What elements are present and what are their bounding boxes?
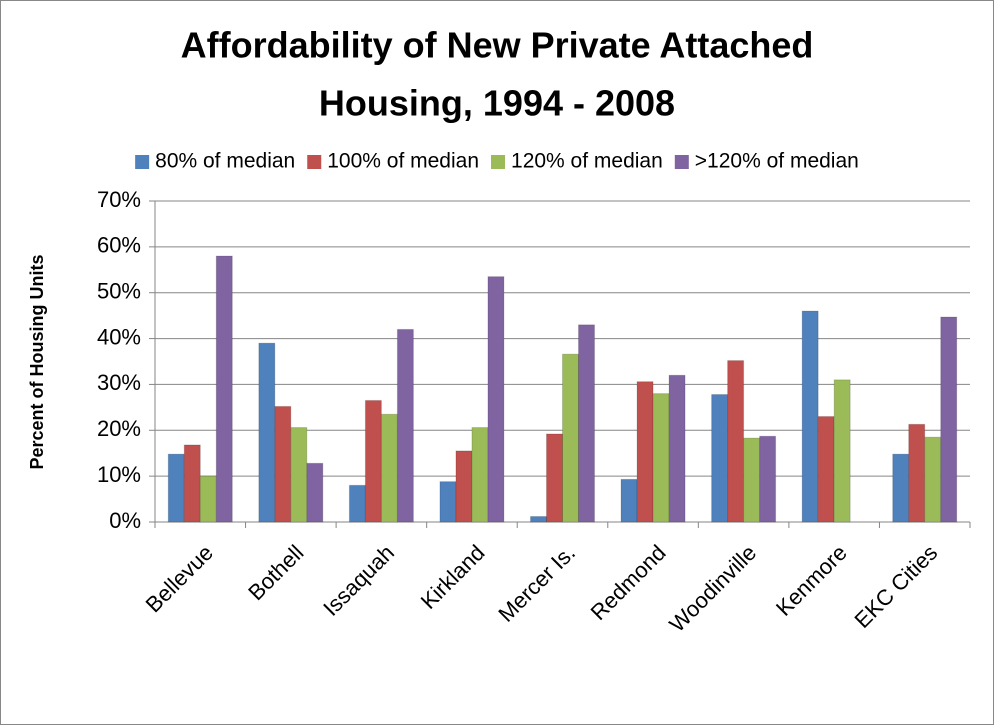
bar <box>940 316 958 523</box>
bar <box>455 450 473 523</box>
y-tick-label: 10% <box>97 462 141 487</box>
bar <box>636 381 654 523</box>
bar <box>290 427 308 523</box>
chart-title: Housing, 1994 - 2008 <box>319 83 675 124</box>
bar <box>620 478 638 523</box>
bar <box>215 255 233 523</box>
bar <box>199 475 217 523</box>
bar <box>274 405 292 523</box>
bar <box>668 374 686 523</box>
bar <box>348 484 366 523</box>
bar <box>727 360 745 523</box>
legend-label: 120% of median <box>511 150 663 173</box>
bar <box>562 353 579 523</box>
bar <box>380 413 398 523</box>
legend-swatch <box>307 155 322 169</box>
bar <box>743 437 761 523</box>
bar <box>167 453 185 523</box>
legend-swatch <box>674 155 689 169</box>
bar <box>908 423 926 523</box>
y-tick-label: 70% <box>97 187 141 212</box>
legend-label: 80% of median <box>155 150 295 173</box>
y-tick-label: 40% <box>97 324 141 349</box>
bar <box>306 462 324 523</box>
bar <box>439 481 457 523</box>
bar <box>801 310 819 523</box>
legend-label: >120% of median <box>695 150 859 173</box>
bar <box>396 328 414 523</box>
bar <box>817 416 835 523</box>
bar <box>759 435 777 523</box>
bar <box>578 324 595 523</box>
bar <box>924 436 942 523</box>
y-tick-label: 50% <box>97 279 141 304</box>
bar <box>833 379 851 523</box>
legend-label: 100% of median <box>327 150 479 173</box>
chart-title: Affordability of New Private Attached <box>181 25 814 66</box>
bar <box>487 276 505 523</box>
bar <box>530 515 547 523</box>
bar <box>652 393 670 523</box>
bar <box>546 433 563 523</box>
bar <box>364 399 382 523</box>
y-tick-label: 20% <box>97 416 141 441</box>
y-tick-label: 30% <box>97 370 141 395</box>
bar <box>471 427 489 523</box>
y-tick-label: 60% <box>97 233 141 258</box>
legend-swatch <box>135 155 150 169</box>
legend-swatch <box>491 155 506 169</box>
y-axis-label: Percent of Housing Units <box>27 254 47 469</box>
bar <box>711 394 729 523</box>
bar <box>258 342 276 523</box>
y-tick-label: 0% <box>109 508 141 533</box>
bar <box>892 453 910 523</box>
bar <box>183 444 201 523</box>
